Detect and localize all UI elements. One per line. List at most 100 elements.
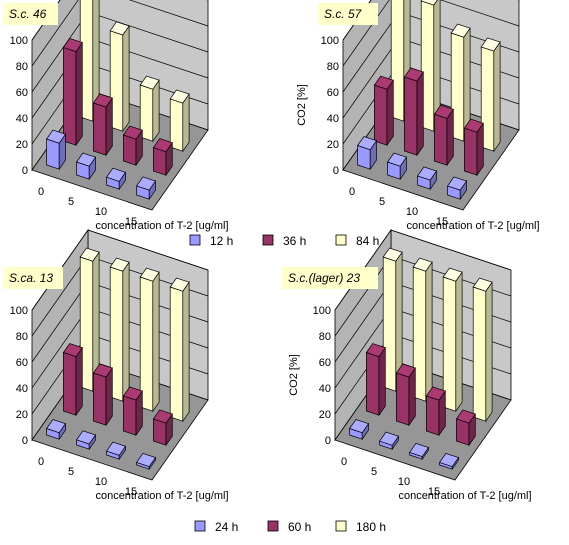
bar-top-face [382,247,403,262]
x-axis-label: concentration of T-2 [ug/ml] [95,220,228,232]
bar-side-face [152,271,160,413]
x-tick-label: 15 [125,216,137,228]
x-tick-label: 0 [38,186,44,198]
bar-top-face [92,363,113,378]
legend-swatch [194,520,206,532]
bar [122,125,143,167]
bar [365,343,386,417]
bar-front-face [404,76,418,156]
gridline [31,0,209,67]
bar [409,442,430,461]
bar [109,21,130,133]
y-tick-label: 60 [319,357,331,369]
x-tick-label: 15 [428,486,440,498]
bar-top-face [395,363,416,378]
bar [46,419,67,441]
legend-swatch [262,234,274,246]
bar [92,363,113,427]
chart-title: S.c. 46 [9,7,47,21]
bar-side-face [493,40,501,153]
legend-swatch [189,234,201,246]
gridline [342,0,520,67]
y-tick-label: 40 [319,383,331,395]
title-box [282,267,378,289]
bar-side-face [182,281,190,423]
bar-top-face [463,118,484,133]
bar-side-face [122,261,130,403]
legend: 12 h 36 h 84 h [189,234,379,248]
bar-side-face [425,261,433,403]
y-tick-label: 100 [10,305,28,317]
bar [403,67,424,157]
bar-side-face [75,346,83,417]
x-axis-label: concentration of T-2 [ug/ml] [398,490,531,502]
bar [76,430,97,451]
legend-swatch [267,520,279,532]
title-box [3,3,58,25]
bar-front-face [123,395,137,436]
y-tick-label: 60 [16,87,28,99]
bar [357,136,378,171]
legend: 24 h 60 h 180 h [194,520,386,534]
bar-side-face [446,108,454,167]
bar-top-face [409,442,430,458]
chart-title: S.c. 57 [324,7,363,21]
bar-side-face [122,24,130,133]
bar [62,343,83,417]
bar-top-face [480,37,501,52]
bar-top-face [46,419,67,434]
bar-top-face [373,75,394,90]
y-tick-label: 0 [22,435,28,447]
y-tick-label: 0 [325,435,331,447]
bar [455,409,476,447]
bar-top-face [122,125,143,140]
bar [139,75,160,143]
y-tick-label: 20 [319,409,331,421]
bar-front-face [169,286,184,422]
bar-side-face [182,92,190,153]
bar [420,0,441,133]
legend-swatch [335,234,347,246]
title-box [3,267,63,289]
x-tick-label: 5 [68,466,74,478]
bar [152,409,173,447]
bar [349,419,370,441]
bar-top-face [109,21,130,36]
bar-top-face [365,343,386,358]
bar [46,129,67,171]
bar-side-face [386,79,394,147]
y-tick-label: 100 [321,35,339,47]
bar [92,93,113,157]
bar-top-face [139,75,160,90]
bar-side-face [485,281,493,423]
bar [106,441,127,461]
y-tick-label: 40 [16,383,28,395]
legend-label: 36 h [283,234,306,248]
y-tick-label: 40 [327,113,339,125]
bar-top-face [387,152,408,167]
bar-top-face [472,277,493,292]
x-axis-label: concentration of T-2 [ug/ml] [406,220,539,232]
bar-side-face [105,96,113,157]
bar-top-face [92,93,113,108]
bar-top-face [455,409,476,424]
bar-top-face [122,386,143,401]
bar-side-face [455,271,463,413]
bar-front-face [123,134,137,166]
bar [463,118,484,177]
bar [136,452,157,471]
y-tick-label: 80 [327,61,339,73]
bar-top-face [76,430,97,445]
y-tick-label: 80 [16,331,28,343]
bar-top-face [433,104,454,119]
chart-title: S.c.(lager) 23 [288,271,360,285]
bar-side-face [152,79,160,143]
bar-side-face [408,366,416,427]
x-axis-label: concentration of T-2 [ug/ml] [95,490,228,502]
bar [480,37,501,153]
x-tick-label: 10 [95,206,107,218]
